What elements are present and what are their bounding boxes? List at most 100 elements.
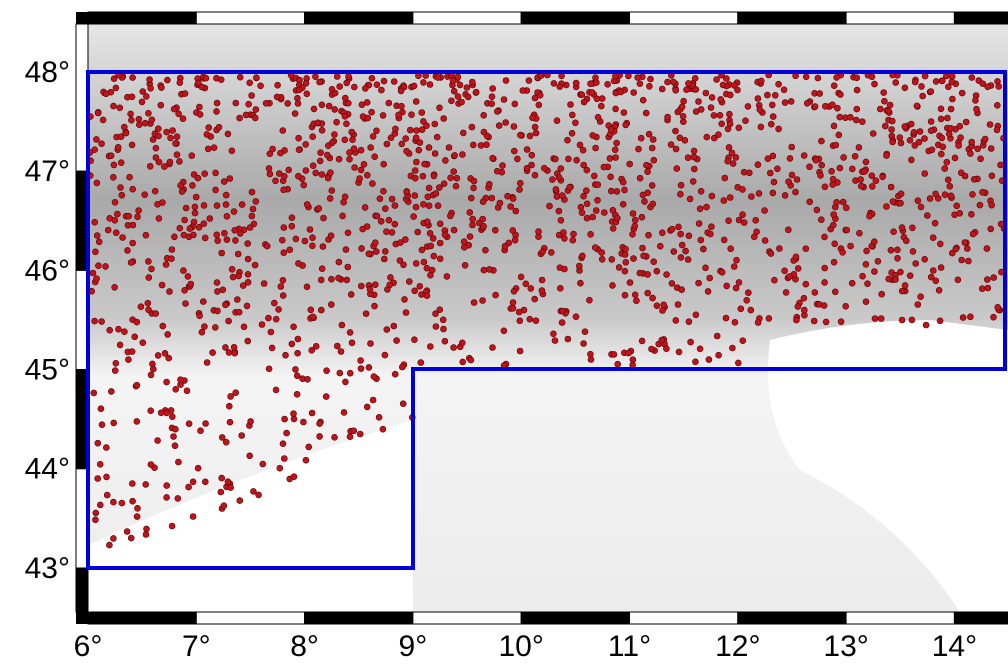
frame-band bbox=[76, 568, 88, 612]
station bbox=[468, 357, 474, 363]
station bbox=[442, 338, 448, 344]
station bbox=[303, 80, 309, 86]
frame-band bbox=[76, 612, 88, 624]
station bbox=[237, 115, 243, 121]
station bbox=[310, 314, 316, 320]
station bbox=[223, 192, 229, 198]
station bbox=[726, 111, 732, 117]
station bbox=[881, 90, 887, 96]
station bbox=[675, 302, 681, 308]
station bbox=[364, 224, 370, 230]
station bbox=[673, 146, 679, 152]
frame-band bbox=[954, 12, 1008, 24]
station bbox=[143, 232, 149, 238]
station bbox=[627, 161, 633, 167]
station bbox=[180, 268, 186, 274]
station bbox=[581, 341, 587, 347]
station bbox=[384, 327, 390, 333]
y-label: 48° bbox=[25, 56, 70, 89]
station bbox=[107, 327, 113, 333]
station bbox=[556, 175, 562, 181]
station bbox=[175, 495, 181, 501]
station bbox=[108, 153, 114, 159]
station bbox=[975, 146, 981, 152]
station bbox=[167, 289, 173, 295]
station bbox=[407, 127, 413, 133]
station bbox=[251, 221, 257, 227]
station bbox=[280, 277, 286, 283]
station bbox=[837, 114, 843, 120]
station bbox=[216, 124, 222, 130]
station bbox=[769, 102, 775, 108]
station bbox=[559, 308, 565, 314]
station bbox=[320, 244, 326, 250]
station bbox=[94, 233, 100, 239]
station bbox=[148, 372, 154, 378]
station bbox=[721, 237, 727, 243]
station bbox=[622, 187, 628, 193]
frame-band bbox=[521, 12, 629, 24]
station bbox=[337, 370, 343, 376]
station bbox=[643, 162, 649, 168]
station bbox=[748, 307, 754, 313]
station bbox=[280, 128, 286, 134]
station bbox=[673, 317, 679, 323]
station bbox=[414, 128, 420, 134]
station bbox=[413, 99, 419, 105]
station bbox=[776, 246, 782, 252]
station bbox=[610, 225, 616, 231]
station bbox=[920, 93, 926, 99]
station bbox=[118, 160, 124, 166]
station bbox=[994, 127, 1000, 133]
station bbox=[145, 258, 151, 264]
station bbox=[510, 196, 516, 202]
station bbox=[419, 110, 425, 116]
station bbox=[437, 307, 443, 313]
station bbox=[281, 456, 287, 462]
station bbox=[215, 308, 221, 314]
station bbox=[707, 275, 713, 281]
station bbox=[480, 298, 486, 304]
station bbox=[854, 75, 860, 81]
station bbox=[673, 128, 679, 134]
station bbox=[402, 296, 408, 302]
station bbox=[319, 102, 325, 108]
station bbox=[915, 198, 921, 204]
station bbox=[230, 274, 236, 280]
station bbox=[432, 151, 438, 157]
station bbox=[902, 124, 908, 130]
station bbox=[781, 87, 787, 93]
station bbox=[967, 314, 973, 320]
station bbox=[907, 137, 913, 143]
station bbox=[182, 217, 188, 223]
station bbox=[347, 329, 353, 335]
station bbox=[539, 277, 545, 283]
x-label: 10° bbox=[499, 630, 544, 663]
station bbox=[178, 377, 184, 383]
station bbox=[214, 232, 220, 238]
station bbox=[113, 85, 119, 91]
station bbox=[165, 331, 171, 337]
station bbox=[148, 85, 154, 91]
station bbox=[731, 264, 737, 270]
station bbox=[584, 201, 590, 207]
station bbox=[460, 130, 466, 136]
station bbox=[991, 314, 997, 320]
station bbox=[276, 306, 282, 312]
station bbox=[814, 207, 820, 213]
station bbox=[540, 249, 546, 255]
station bbox=[167, 159, 173, 165]
station bbox=[169, 247, 175, 253]
station bbox=[698, 106, 704, 112]
station bbox=[237, 74, 243, 80]
station bbox=[296, 135, 302, 141]
station bbox=[233, 390, 239, 396]
station bbox=[484, 142, 490, 148]
station bbox=[369, 75, 375, 81]
station bbox=[512, 237, 518, 243]
station bbox=[226, 403, 232, 409]
station bbox=[831, 259, 837, 265]
station bbox=[736, 125, 742, 131]
station bbox=[147, 163, 153, 169]
station bbox=[160, 323, 166, 329]
